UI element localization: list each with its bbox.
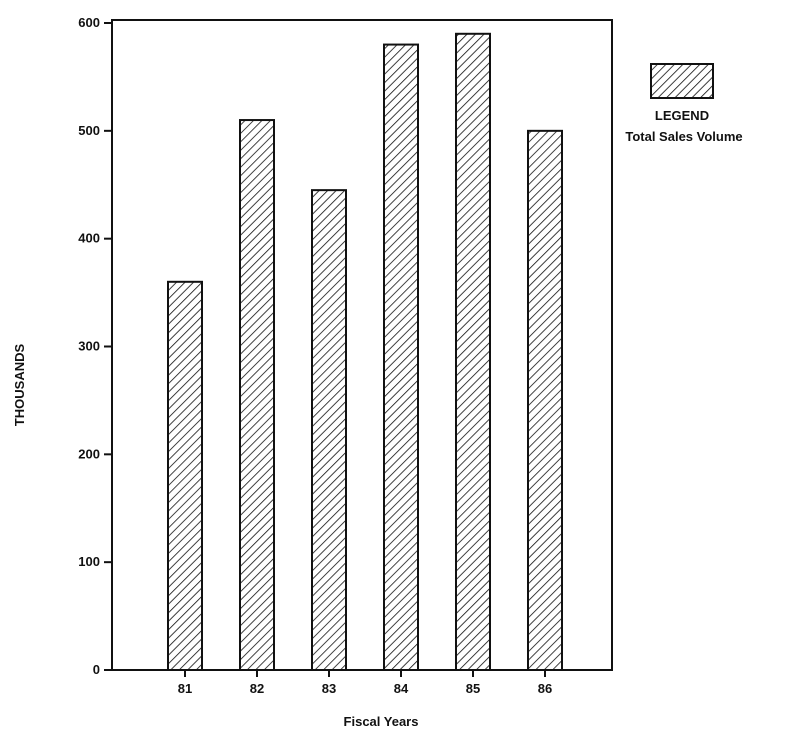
legend-label: Total Sales Volume — [625, 129, 742, 144]
y-axis-label: THOUSANDS — [12, 344, 27, 427]
x-tick-label: 83 — [322, 681, 336, 696]
y-axis-ticks: 0 100 200 300 400 500 600 — [78, 15, 112, 677]
bar-83 — [311, 189, 347, 671]
bar-81 — [167, 280, 203, 671]
y-tick-label: 500 — [78, 123, 100, 138]
x-tick-label: 82 — [250, 681, 264, 696]
y-tick-label: 300 — [78, 339, 100, 354]
legend-title: LEGEND — [655, 108, 709, 123]
bars-group — [167, 32, 563, 672]
legend-swatch — [650, 63, 714, 99]
bar-84 — [383, 43, 419, 672]
x-tick-label: 86 — [538, 681, 552, 696]
x-tick-label: 84 — [394, 681, 409, 696]
y-tick-label: 0 — [93, 662, 100, 677]
y-tick-label: 400 — [78, 231, 100, 246]
y-tick-label: 200 — [78, 446, 100, 461]
plot-frame — [111, 19, 613, 671]
y-tick-label: 600 — [78, 15, 100, 30]
legend: LEGEND Total Sales Volume — [625, 63, 743, 144]
x-axis-ticks: 81 82 83 84 85 86 — [178, 670, 552, 696]
x-axis-label: Fiscal Years — [344, 714, 419, 729]
y-tick-label: 100 — [78, 554, 100, 569]
x-tick-label: 81 — [178, 681, 192, 696]
bar-82 — [239, 119, 275, 672]
x-tick-label: 85 — [466, 681, 480, 696]
bar-85 — [455, 32, 491, 672]
bar-86 — [527, 129, 563, 672]
